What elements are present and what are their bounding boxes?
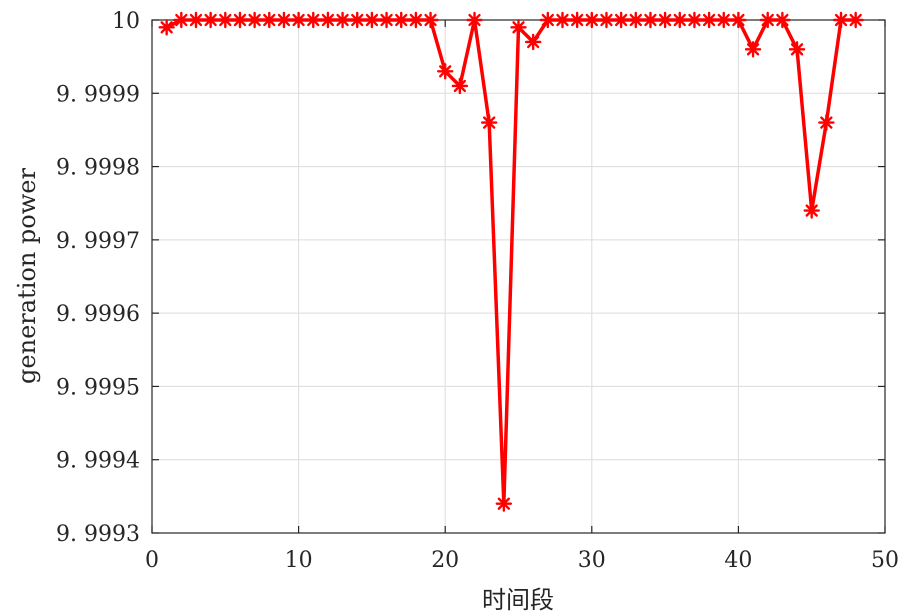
data-point: [393, 11, 410, 29]
data-point: [539, 11, 557, 29]
data-point: [568, 11, 586, 29]
axis-ticks: 0 10 20 30 40 50 9. 9993 9. 9994 9. 9995 9. 9996 9…: [56, 9, 899, 573]
data-point: [598, 11, 615, 29]
data-point: [656, 11, 674, 29]
y-tick-label: 9. 9995: [56, 375, 140, 400]
data-point: [612, 11, 630, 29]
data-point: [642, 11, 659, 29]
data-point: [378, 11, 395, 29]
data-point: [363, 11, 381, 29]
data-point: [759, 11, 776, 29]
data-point: [583, 11, 600, 29]
grid-lines: [152, 20, 885, 533]
y-tick-label: 9. 9993: [56, 522, 140, 547]
data-point: [510, 19, 527, 36]
data-point: [451, 77, 469, 95]
x-tick-label: 0: [145, 548, 159, 573]
data-point: [554, 11, 571, 29]
x-tick-label: 10: [285, 548, 313, 573]
data-point: [349, 11, 366, 29]
data-point: [217, 11, 234, 29]
x-axis-label: 时间段: [482, 586, 554, 614]
data-point: [495, 495, 513, 512]
data-point: [788, 41, 806, 58]
x-tick-label: 40: [724, 548, 752, 573]
x-tick-label: 50: [871, 548, 899, 573]
x-tick-label: 30: [578, 548, 606, 573]
data-point: [686, 11, 703, 29]
data-point: [275, 11, 293, 29]
y-tick-label: 9. 9994: [56, 449, 140, 474]
data-point: [422, 11, 439, 29]
data-point: [832, 11, 850, 29]
data-point: [627, 11, 644, 29]
y-tick-label: 9. 9999: [56, 82, 140, 107]
data-point: [407, 11, 425, 29]
data-point: [158, 19, 175, 36]
y-axis-label: generation power: [13, 168, 41, 384]
data-point: [202, 11, 219, 29]
data-point: [187, 11, 205, 29]
y-tick-label: 9. 9998: [56, 156, 140, 181]
data-point: [261, 11, 278, 29]
data-point: [173, 11, 190, 29]
data-point: [744, 41, 762, 58]
data-point: [466, 11, 483, 29]
data-point: [334, 11, 351, 29]
data-point: [730, 11, 747, 29]
data-point: [480, 114, 498, 131]
data-point: [774, 11, 791, 29]
data-point: [290, 11, 307, 29]
data-point: [319, 11, 337, 29]
data-point: [671, 11, 688, 29]
data-point: [437, 63, 454, 80]
x-tick-label: 20: [431, 548, 459, 573]
data-point: [231, 11, 249, 29]
series: [158, 11, 864, 512]
data-point: [305, 11, 322, 29]
data-point: [715, 11, 732, 29]
data-point: [847, 11, 864, 29]
data-point: [700, 11, 718, 29]
y-tick-label: 10: [112, 9, 140, 34]
y-tick-label: 9. 9996: [56, 302, 140, 327]
data-point: [524, 33, 542, 51]
plot-frame: [151, 19, 886, 534]
data-point: [803, 202, 820, 219]
data-point: [818, 114, 835, 131]
series-line: [165, 18, 856, 506]
data-point: [246, 11, 263, 29]
y-tick-label: 9. 9997: [56, 229, 140, 254]
